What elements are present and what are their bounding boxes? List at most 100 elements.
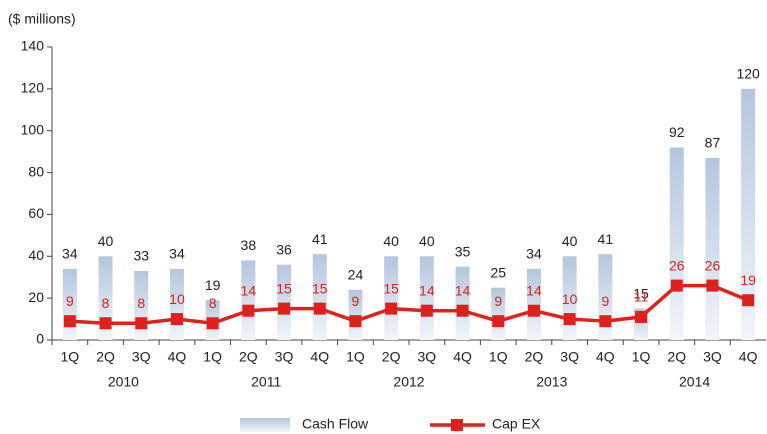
x-tick-label: 4Q [596,349,615,365]
x-tick-label: 3Q [418,349,437,365]
x-tick-label: 4Q [168,349,187,365]
legend-swatch [240,418,290,432]
line-marker [349,315,362,328]
bar-value-label: 92 [669,124,685,140]
bar [277,264,292,340]
line-marker [527,304,540,317]
bar [526,268,541,340]
x-tick-label: 2Q [525,349,544,365]
bar-value-label: 41 [598,231,614,247]
x-tick-label: 3Q [703,349,722,365]
line-marker [635,310,648,323]
x-group-label: 2013 [536,374,567,390]
x-tick-label: 3Q [560,349,579,365]
line-marker [599,315,612,328]
bar-value-label: 34 [169,246,185,262]
line-value-label: 9 [352,293,360,309]
x-tick-label: 1Q [489,349,508,365]
line-value-label: 14 [419,282,435,298]
bar-value-label: 36 [276,241,292,257]
y-tick-label: 140 [21,38,45,54]
line-value-label: 15 [383,280,399,296]
bar [312,254,327,340]
line-marker [385,302,398,315]
line-value-label: 26 [705,257,721,273]
x-tick-label: 1Q [203,349,222,365]
y-tick-label: 80 [28,163,44,179]
bar-value-label: 40 [98,233,114,249]
line-marker [135,317,148,330]
line-value-label: 9 [494,293,502,309]
x-tick-label: 2Q [96,349,115,365]
x-tick-label: 3Q [275,349,294,365]
bar [455,266,470,340]
bar [384,256,399,340]
bar-value-label: 87 [705,135,721,151]
y-tick-label: 60 [28,205,44,221]
line-value-label: 14 [241,282,257,298]
bar-value-label: 40 [419,233,435,249]
x-tick-label: 2Q [239,349,258,365]
line-marker [742,294,755,307]
bar-value-label: 120 [736,66,760,82]
bar-value-label: 34 [526,246,542,262]
line-marker [492,315,505,328]
x-tick-label: 2Q [667,349,686,365]
legend-label: Cap EX [492,416,541,432]
x-tick-label: 3Q [132,349,151,365]
legend-label: Cash Flow [302,416,369,432]
line-marker [99,317,112,330]
y-tick-label: 100 [21,121,45,137]
bar [419,256,434,340]
bar [741,88,756,340]
line-marker [313,302,326,315]
bar [241,260,256,340]
x-tick-label: 4Q [310,349,329,365]
line-value-label: 8 [137,295,145,311]
bar-value-label: 41 [312,231,328,247]
bar-value-label: 38 [241,237,257,253]
line-marker [278,302,291,315]
line-marker [670,279,683,292]
bar [669,147,684,340]
bar-value-label: 24 [348,266,364,282]
y-tick-label: 40 [28,247,44,263]
line-value-label: 9 [601,293,609,309]
x-group-label: 2010 [108,374,139,390]
bar [705,157,720,340]
line-value-label: 9 [66,293,74,309]
y-tick-label: 0 [36,331,44,347]
line-marker [170,313,183,326]
x-tick-label: 1Q [346,349,365,365]
line-value-label: 26 [669,257,685,273]
x-tick-label: 1Q [632,349,651,365]
x-tick-label: 4Q [739,349,758,365]
bar-value-label: 35 [455,243,471,259]
x-tick-label: 4Q [453,349,472,365]
x-tick-label: 2Q [382,349,401,365]
line-marker [206,317,219,330]
bar-value-label: 40 [383,233,399,249]
bar [348,289,363,340]
legend-marker [451,419,463,431]
line-value-label: 10 [169,291,185,307]
line-marker [706,279,719,292]
line-value-label: 11 [634,289,649,305]
bar-value-label: 19 [205,277,221,293]
y-axis-label: ($ millions) [8,11,76,27]
bar-value-label: 15 [633,285,649,301]
bar-value-label: 34 [62,246,78,262]
line-marker [456,304,469,317]
line-value-label: 14 [526,282,542,298]
line-marker [420,304,433,317]
line-value-label: 14 [455,282,471,298]
line-value-label: 8 [209,295,217,311]
line-value-label: 10 [562,291,578,307]
x-group-label: 2011 [251,374,281,390]
x-group-label: 2014 [679,374,710,390]
y-tick-label: 120 [21,80,45,96]
line-marker [63,315,76,328]
bar-value-label: 25 [490,264,506,280]
line-value-label: 15 [312,280,328,296]
